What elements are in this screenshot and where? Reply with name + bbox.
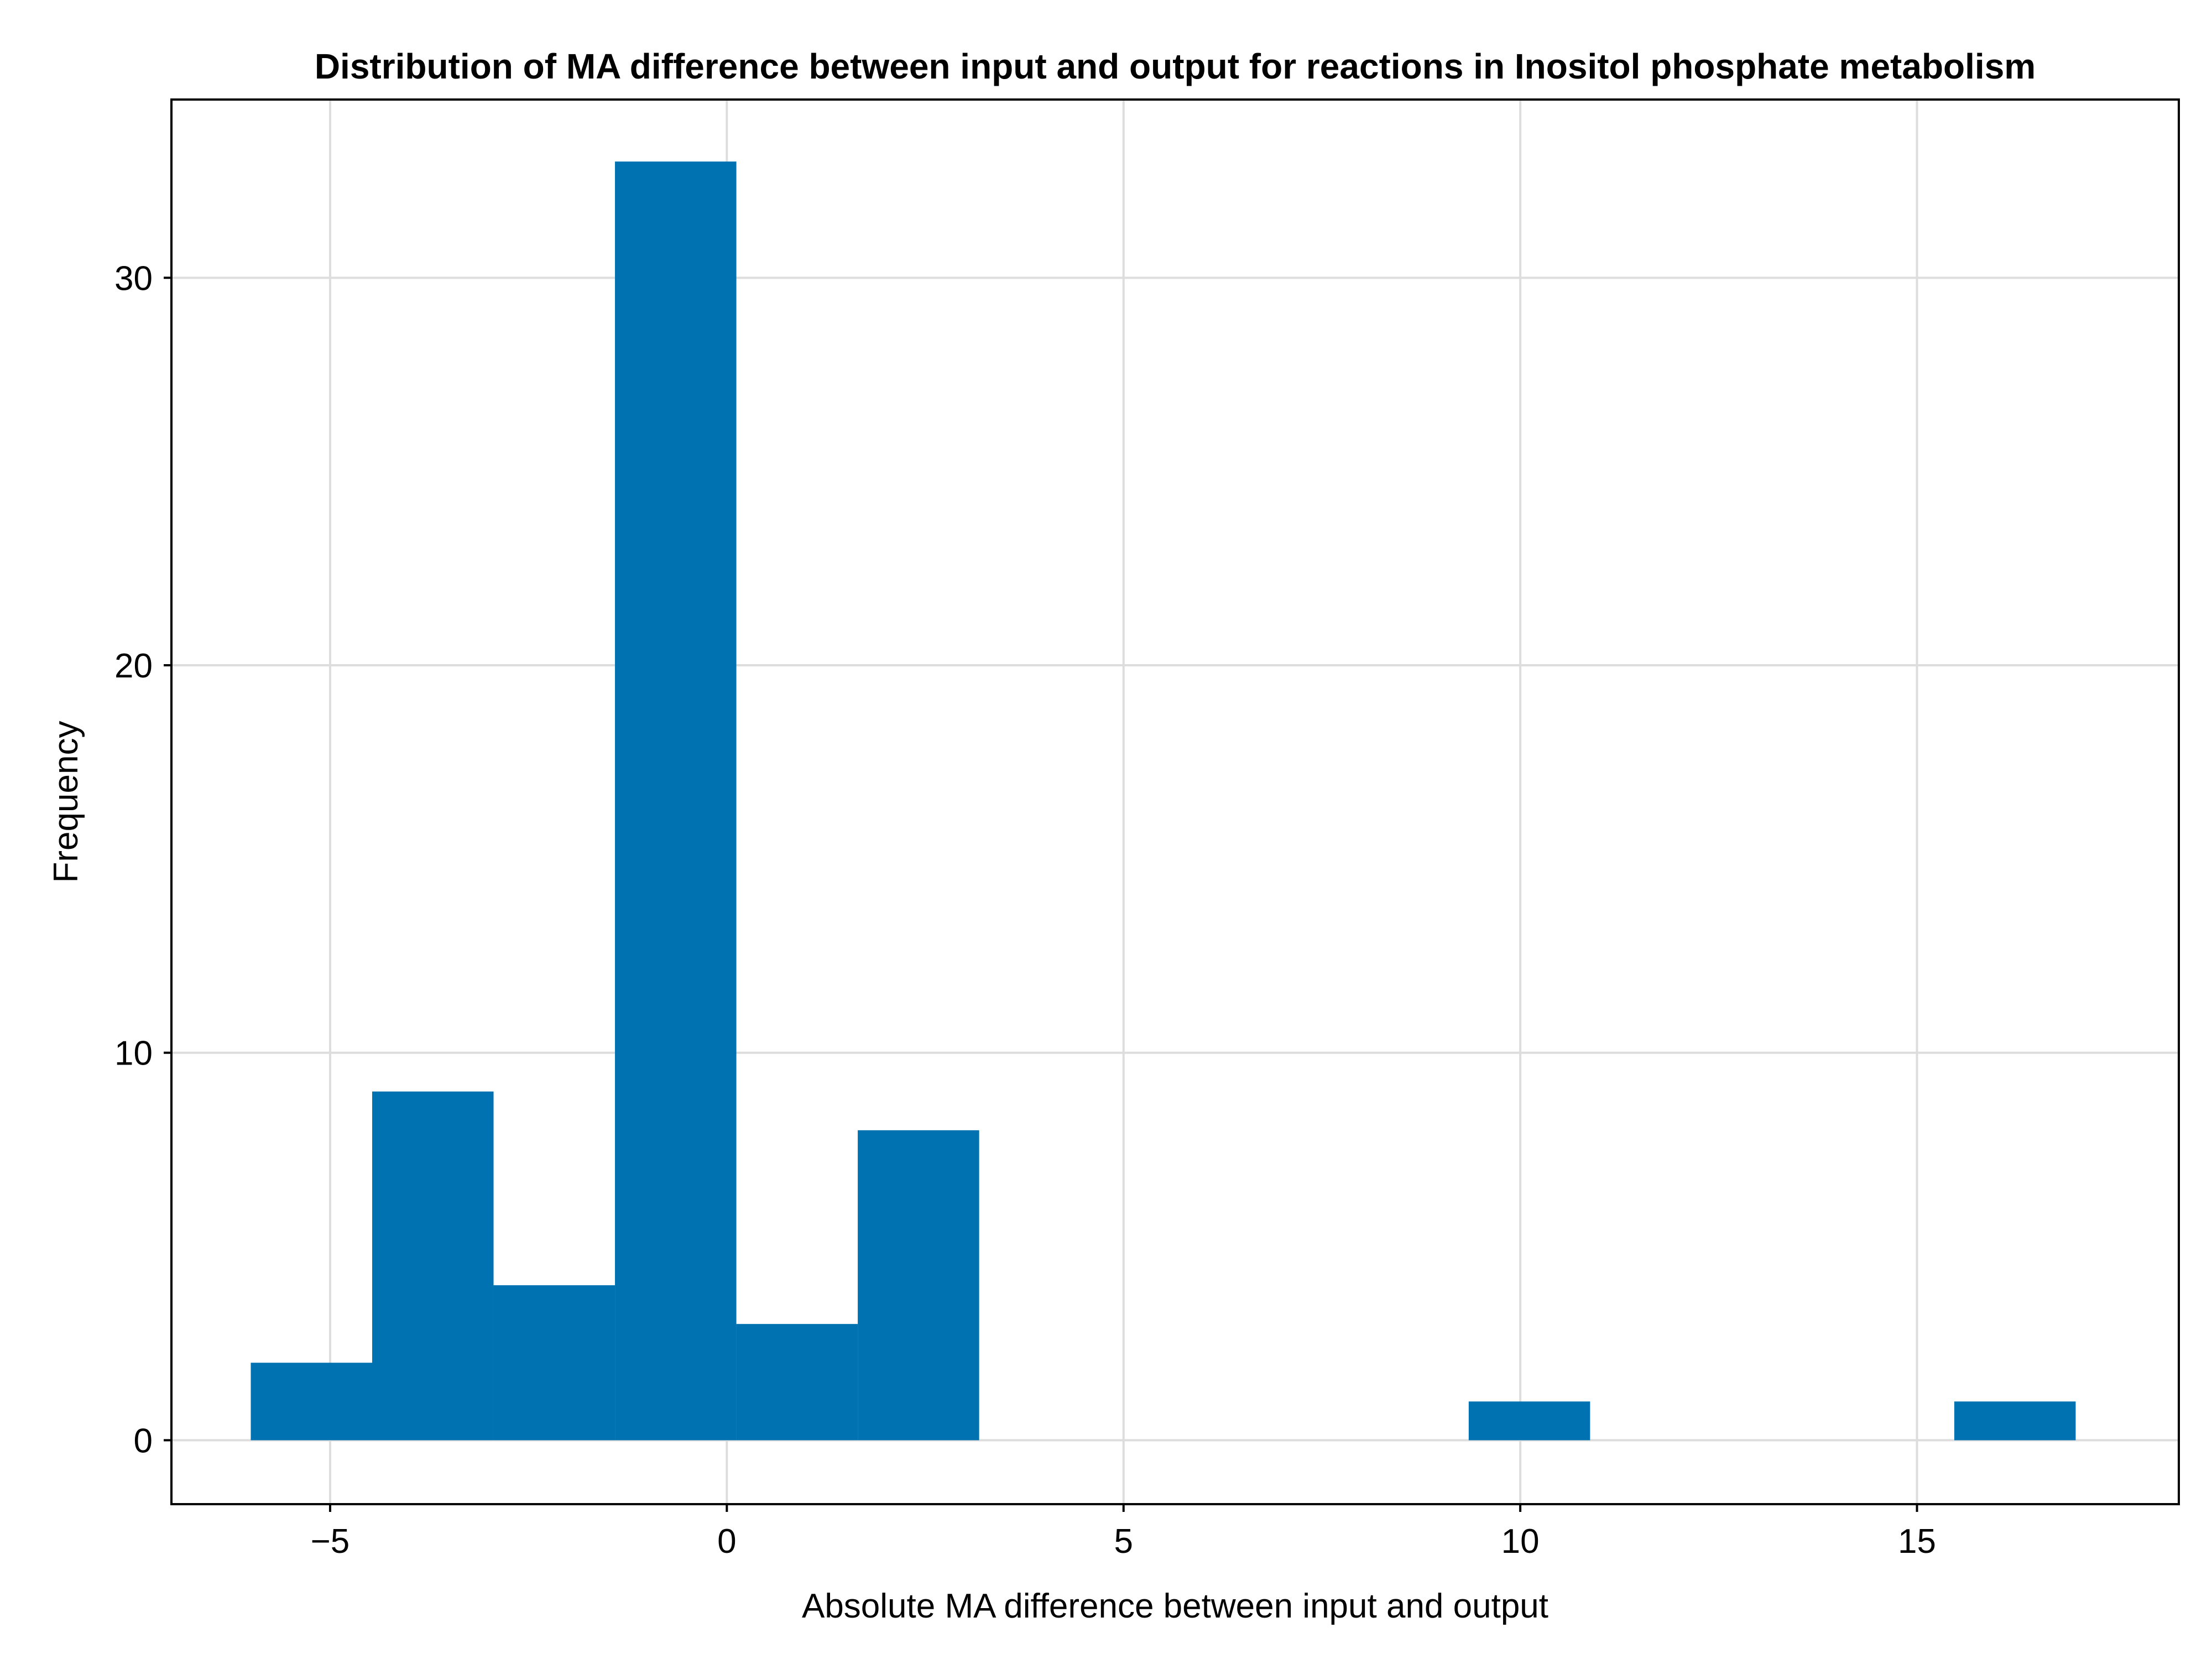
histogram-bar [736, 1324, 858, 1441]
x-tick-label: 10 [1501, 1522, 1540, 1561]
x-tick-label: −5 [311, 1522, 350, 1561]
histogram-bar [251, 1363, 372, 1441]
x-tick-label: 5 [1114, 1522, 1133, 1561]
x-axis-label: Absolute MA difference between input and… [802, 1587, 1548, 1625]
histogram-bar [493, 1285, 615, 1441]
x-tick-label: 0 [717, 1522, 736, 1561]
x-tick-label: 15 [1898, 1522, 1936, 1561]
y-tick-label: 10 [114, 1035, 153, 1073]
y-tick-label: 30 [114, 259, 153, 298]
histogram-bar [372, 1091, 494, 1441]
histogram-bar [1468, 1401, 1590, 1441]
histogram-bar [1954, 1401, 2076, 1441]
histogram-bar [615, 161, 737, 1441]
bars [251, 161, 2076, 1441]
plot-frame [170, 98, 2180, 1505]
tick-labels: −5 0 5 10 15 0 10 20 30 [114, 259, 1936, 1561]
y-tick-label: 0 [134, 1422, 153, 1460]
y-axis-label: Frequency [47, 721, 85, 883]
y-tick-label: 20 [114, 647, 153, 685]
histogram-bar [858, 1130, 979, 1441]
chart-title: Distribution of MA difference between in… [315, 46, 2036, 86]
ticks [164, 276, 1918, 1512]
